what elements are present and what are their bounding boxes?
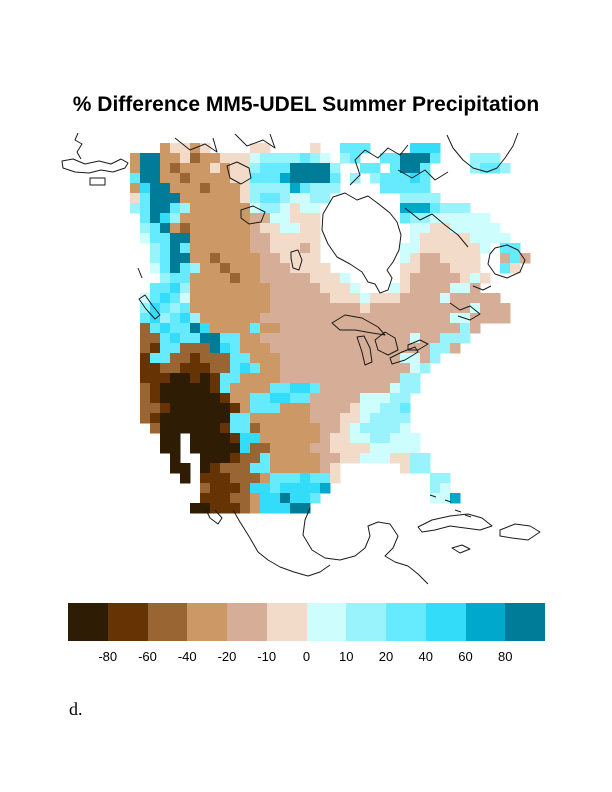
coastline-haida-gwaii bbox=[137, 267, 143, 279]
colorbar-tick-label: -20 bbox=[217, 649, 237, 664]
coastline-lake-winnipeg bbox=[290, 249, 303, 271]
coastline-lake-michigan bbox=[356, 335, 373, 366]
colorbar-segment bbox=[306, 603, 347, 641]
colorbar-segment bbox=[107, 603, 148, 641]
colorbar-tick-label: 20 bbox=[378, 649, 394, 664]
colorbar-segment bbox=[147, 603, 188, 641]
coastline-lake-ontario bbox=[407, 339, 429, 351]
coastline-nova-scotia bbox=[449, 302, 481, 321]
coastline-cuba bbox=[417, 513, 493, 533]
coastline-greenland-coast bbox=[446, 132, 519, 173]
coastline-arctic-islands-east bbox=[234, 133, 276, 149]
colorbar-segment bbox=[68, 603, 108, 641]
colorbar-tick-label: -80 bbox=[98, 649, 118, 664]
coastline-jamaica bbox=[451, 544, 471, 554]
colorbar-tick-label: 10 bbox=[339, 649, 354, 664]
coastline-arctic-islands-west bbox=[174, 137, 218, 153]
map-data-cells bbox=[130, 143, 531, 514]
colorbar-tick-label: 80 bbox=[498, 649, 513, 664]
colorbar-segment bbox=[425, 603, 466, 641]
coastline-lake-erie bbox=[389, 346, 419, 365]
coastline-bahamas-2 bbox=[444, 499, 452, 503]
coastline-mexico-gulf-coast bbox=[302, 507, 429, 585]
colorbar-segment bbox=[227, 603, 267, 641]
coastline-vancouver-island bbox=[138, 294, 161, 320]
colorbar-segment bbox=[266, 603, 307, 641]
coastline-great-slave-lake bbox=[240, 205, 266, 225]
coastline-baja-tip bbox=[204, 507, 223, 525]
north-america-precipitation-map bbox=[61, 132, 541, 585]
coastline-anticosti-island bbox=[472, 285, 492, 291]
colorbar-tick-label: -60 bbox=[138, 649, 157, 664]
panel-label: d. bbox=[69, 699, 83, 719]
colorbar-tick-label: 0 bbox=[302, 649, 311, 664]
coastline-great-bear-lake bbox=[226, 161, 252, 185]
coastline-foxe-basin-coast bbox=[349, 144, 409, 186]
coastline-hispaniola bbox=[499, 523, 541, 541]
colorbar-segment bbox=[505, 603, 545, 641]
colorbar-segment bbox=[465, 603, 506, 641]
coastline-hudson-bay bbox=[321, 192, 402, 294]
coastline-lake-huron bbox=[374, 331, 399, 356]
colorbar bbox=[68, 603, 545, 641]
coastline-kodiak-island bbox=[89, 177, 106, 186]
coastline-alaska-peninsula bbox=[61, 158, 129, 174]
coastline-bahamas-4 bbox=[464, 514, 472, 518]
colorbar-segment bbox=[386, 603, 426, 641]
colorbar-tick-label: 40 bbox=[418, 649, 433, 664]
colorbar-tick-label: -10 bbox=[257, 649, 277, 664]
colorbar-tick-label: -40 bbox=[177, 649, 197, 664]
colorbar-tick-labels: -80 -60 -40 -20 -10 0 10 20 40 60 80 bbox=[68, 649, 545, 667]
coastline-newfoundland bbox=[487, 244, 526, 279]
coastline-lake-superior bbox=[331, 314, 386, 336]
colorbar-segment bbox=[187, 603, 227, 641]
colorbar-segment bbox=[346, 603, 386, 641]
colorbar-tick-label: 60 bbox=[458, 649, 473, 664]
figure-title: % Difference MM5-UDEL Summer Precipitati… bbox=[72, 93, 540, 116]
coastline-bahamas-1 bbox=[429, 494, 437, 498]
coastline-baffin-south-coast bbox=[397, 169, 449, 181]
coastline-mexico-west-coast bbox=[232, 509, 331, 577]
coastline-bahamas-3 bbox=[454, 509, 462, 513]
coastline-outlines bbox=[61, 132, 541, 585]
coastline-quebec-north-coast bbox=[404, 207, 469, 248]
coastline-alaska-north-squiggle bbox=[74, 132, 83, 160]
